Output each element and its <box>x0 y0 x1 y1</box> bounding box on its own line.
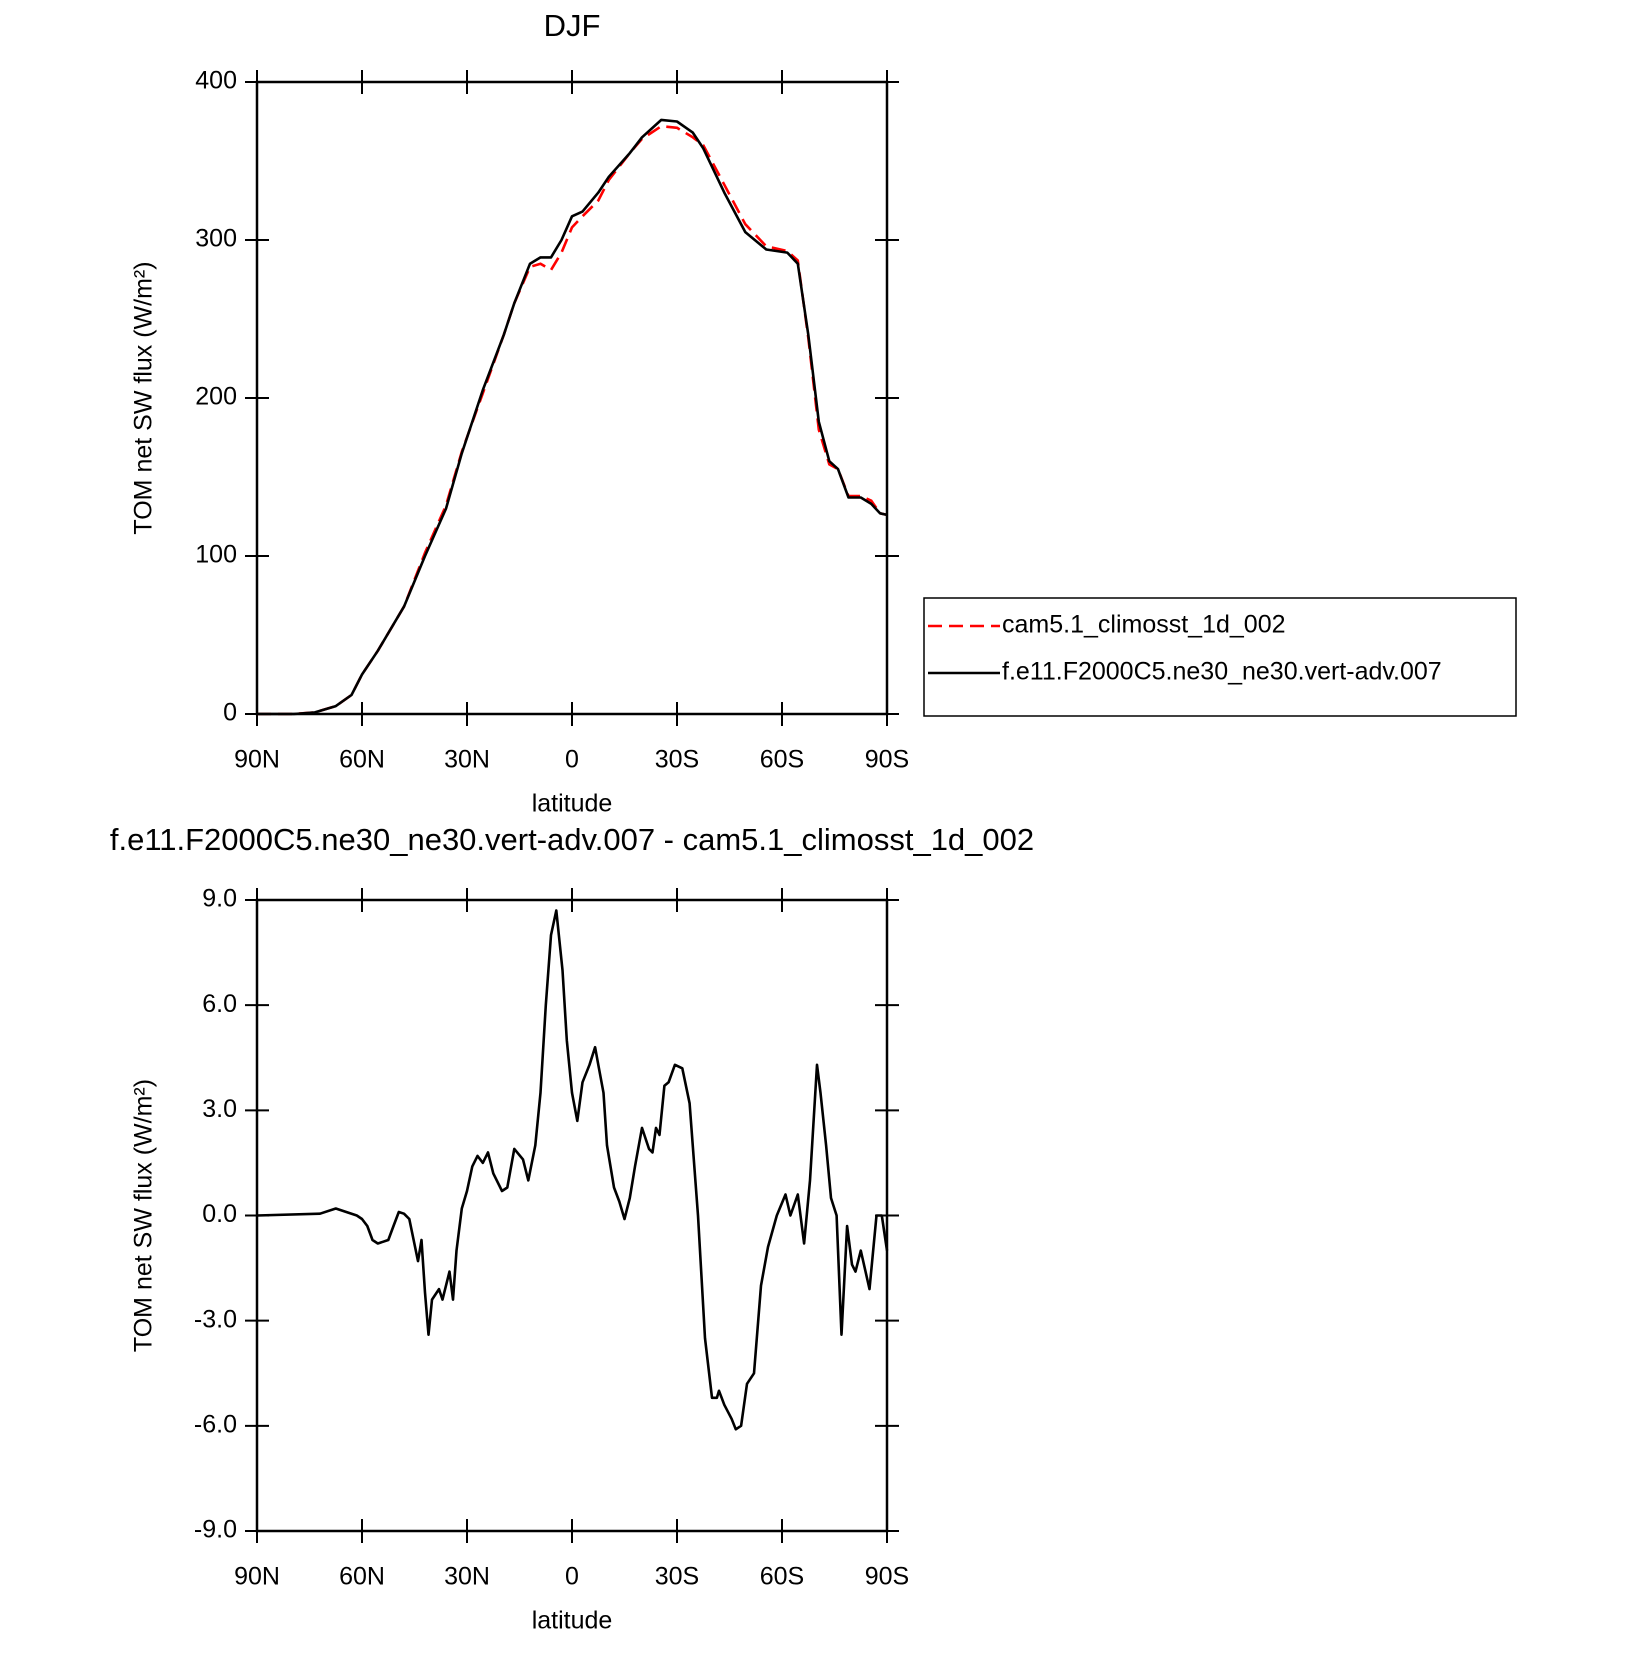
x-tick-label: 60N <box>339 746 385 774</box>
x-tick-label: 90N <box>234 1563 280 1591</box>
x-tick-label: 60S <box>760 746 804 774</box>
x-tick-label: 0 <box>565 746 579 774</box>
x-axis-label: latitude <box>532 790 613 818</box>
data-line <box>256 909 889 1431</box>
plot-frame <box>255 80 889 716</box>
y-tick-label: -6.0 <box>194 1410 237 1438</box>
x-axis-label: latitude <box>532 1607 613 1635</box>
x-tick-label: 90S <box>865 1563 909 1591</box>
data-line <box>257 124 888 716</box>
y-tick-label: -9.0 <box>194 1516 237 1544</box>
y-tick-label: 300 <box>195 225 237 253</box>
y-tick-label: 0.0 <box>202 1200 237 1228</box>
y-tick-label: 200 <box>195 383 237 411</box>
x-tick-label: 30S <box>655 1563 699 1591</box>
y-tick-label: 100 <box>195 541 237 569</box>
y-tick-label: 0 <box>223 699 237 727</box>
x-tick-label: 30S <box>655 746 699 774</box>
chart-title: f.e11.F2000C5.ne30_ne30.vert-adv.007 - c… <box>110 822 1034 857</box>
y-tick-label: 9.0 <box>202 885 237 913</box>
y-tick-label: -3.0 <box>194 1305 237 1333</box>
y-tick-label: 400 <box>195 67 237 95</box>
x-tick-label: 90S <box>865 746 909 774</box>
x-tick-label: 60S <box>760 1563 804 1591</box>
y-axis-label: TOM net SW flux (W/m²) <box>130 1079 158 1352</box>
chart-title: DJF <box>544 8 601 43</box>
legend-label: f.e11.F2000C5.ne30_ne30.vert-adv.007 <box>1002 658 1442 686</box>
legend-box <box>923 597 1517 717</box>
x-tick-label: 0 <box>565 1563 579 1591</box>
plot-frame <box>255 898 889 1533</box>
legend-label: cam5.1_climosst_1d_002 <box>1002 611 1286 639</box>
x-tick-label: 90N <box>234 746 280 774</box>
y-axis-label: TOM net SW flux (W/m²) <box>130 261 158 534</box>
x-tick-label: 30N <box>444 1563 490 1591</box>
x-tick-label: 60N <box>339 1563 385 1591</box>
x-tick-label: 30N <box>444 746 490 774</box>
y-tick-label: 3.0 <box>202 1095 237 1123</box>
data-line <box>257 118 888 716</box>
y-tick-label: 6.0 <box>202 990 237 1018</box>
